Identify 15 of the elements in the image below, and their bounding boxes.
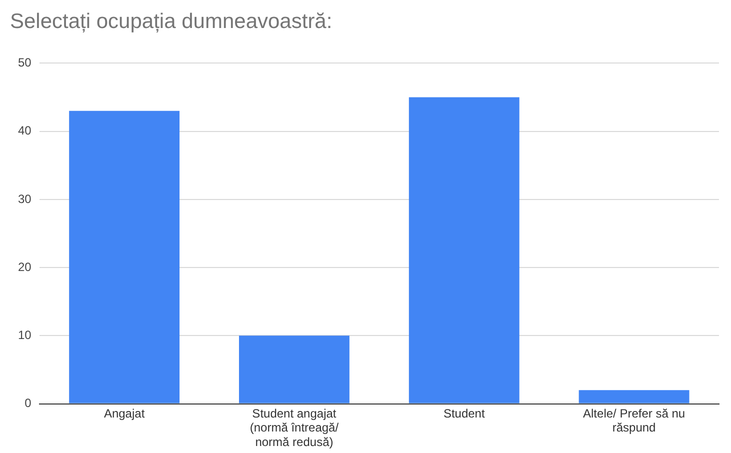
y-tick-label: 50 xyxy=(18,56,32,70)
y-tick-label: 10 xyxy=(18,328,32,342)
x-tick-label: Angajat xyxy=(104,406,146,420)
bar xyxy=(69,110,180,404)
x-tick-label: Altele/ Prefer să nu răspund xyxy=(583,406,686,435)
bar xyxy=(578,390,690,404)
y-tick-label: 30 xyxy=(18,192,32,206)
y-tick-label: 40 xyxy=(18,124,32,138)
chart-title: Selectați ocupația dumneavoastră: xyxy=(10,10,332,34)
y-tick-label: 0 xyxy=(24,396,32,410)
x-tick-label: Student angajat (normă întreagă/ normă redusă) xyxy=(250,406,340,450)
x-tick-label: Student xyxy=(443,406,486,420)
bar xyxy=(408,97,520,404)
y-tick-label: 20 xyxy=(18,260,32,274)
bar xyxy=(238,336,350,404)
